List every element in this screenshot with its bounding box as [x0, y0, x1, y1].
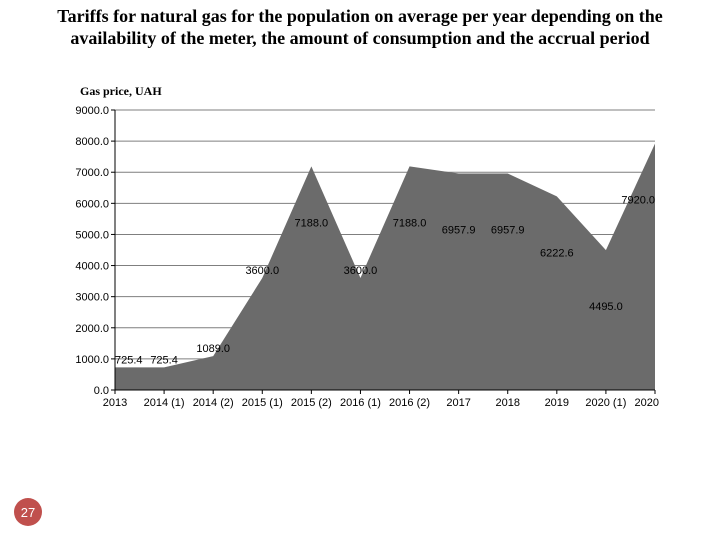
- svg-text:2019: 2019: [545, 397, 569, 409]
- svg-text:0.0: 0.0: [94, 385, 109, 397]
- svg-text:2017: 2017: [446, 397, 470, 409]
- svg-text:1089.0: 1089.0: [196, 343, 230, 355]
- svg-text:3000.0: 3000.0: [75, 292, 109, 304]
- svg-text:7920.0: 7920.0: [621, 195, 655, 207]
- area-chart: 0.0 1000.0 2000.0 3000.0 4000.0 5000.0 6000.0 7…: [60, 100, 660, 420]
- y-axis-label: Gas price, UAH: [80, 84, 162, 99]
- svg-text:7188.0: 7188.0: [295, 217, 329, 229]
- svg-text:6957.9: 6957.9: [442, 225, 476, 237]
- svg-text:2000.0: 2000.0: [75, 323, 109, 335]
- svg-text:2020 (2): 2020 (2): [635, 397, 660, 409]
- svg-text:2014 (1): 2014 (1): [144, 397, 185, 409]
- svg-text:6000.0: 6000.0: [75, 198, 109, 210]
- page-number-badge: 27: [14, 498, 42, 526]
- svg-text:7188.0: 7188.0: [393, 217, 427, 229]
- slide: Tariffs for natural gas for the populati…: [0, 0, 720, 540]
- svg-text:725.4: 725.4: [150, 354, 178, 366]
- svg-text:6222.6: 6222.6: [540, 247, 574, 259]
- svg-text:2018: 2018: [495, 397, 519, 409]
- svg-text:5000.0: 5000.0: [75, 229, 109, 241]
- svg-text:9000.0: 9000.0: [75, 105, 109, 117]
- svg-text:4000.0: 4000.0: [75, 261, 109, 273]
- svg-text:2014 (2): 2014 (2): [193, 397, 234, 409]
- svg-text:7000.0: 7000.0: [75, 167, 109, 179]
- svg-text:8000.0: 8000.0: [75, 136, 109, 148]
- svg-text:6957.9: 6957.9: [491, 225, 525, 237]
- svg-text:1000.0: 1000.0: [75, 354, 109, 366]
- svg-text:2020 (1): 2020 (1): [585, 397, 626, 409]
- svg-text:2013: 2013: [103, 397, 127, 409]
- chart-title: Tariffs for natural gas for the populati…: [40, 6, 680, 49]
- svg-text:725.4: 725.4: [115, 354, 143, 366]
- svg-text:2015 (2): 2015 (2): [291, 397, 332, 409]
- svg-text:2016 (2): 2016 (2): [389, 397, 430, 409]
- svg-text:4495.0: 4495.0: [589, 301, 623, 313]
- svg-text:2016 (1): 2016 (1): [340, 397, 381, 409]
- svg-text:2015 (1): 2015 (1): [242, 397, 283, 409]
- svg-text:3600.0: 3600.0: [245, 265, 279, 277]
- svg-text:3600.0: 3600.0: [344, 265, 378, 277]
